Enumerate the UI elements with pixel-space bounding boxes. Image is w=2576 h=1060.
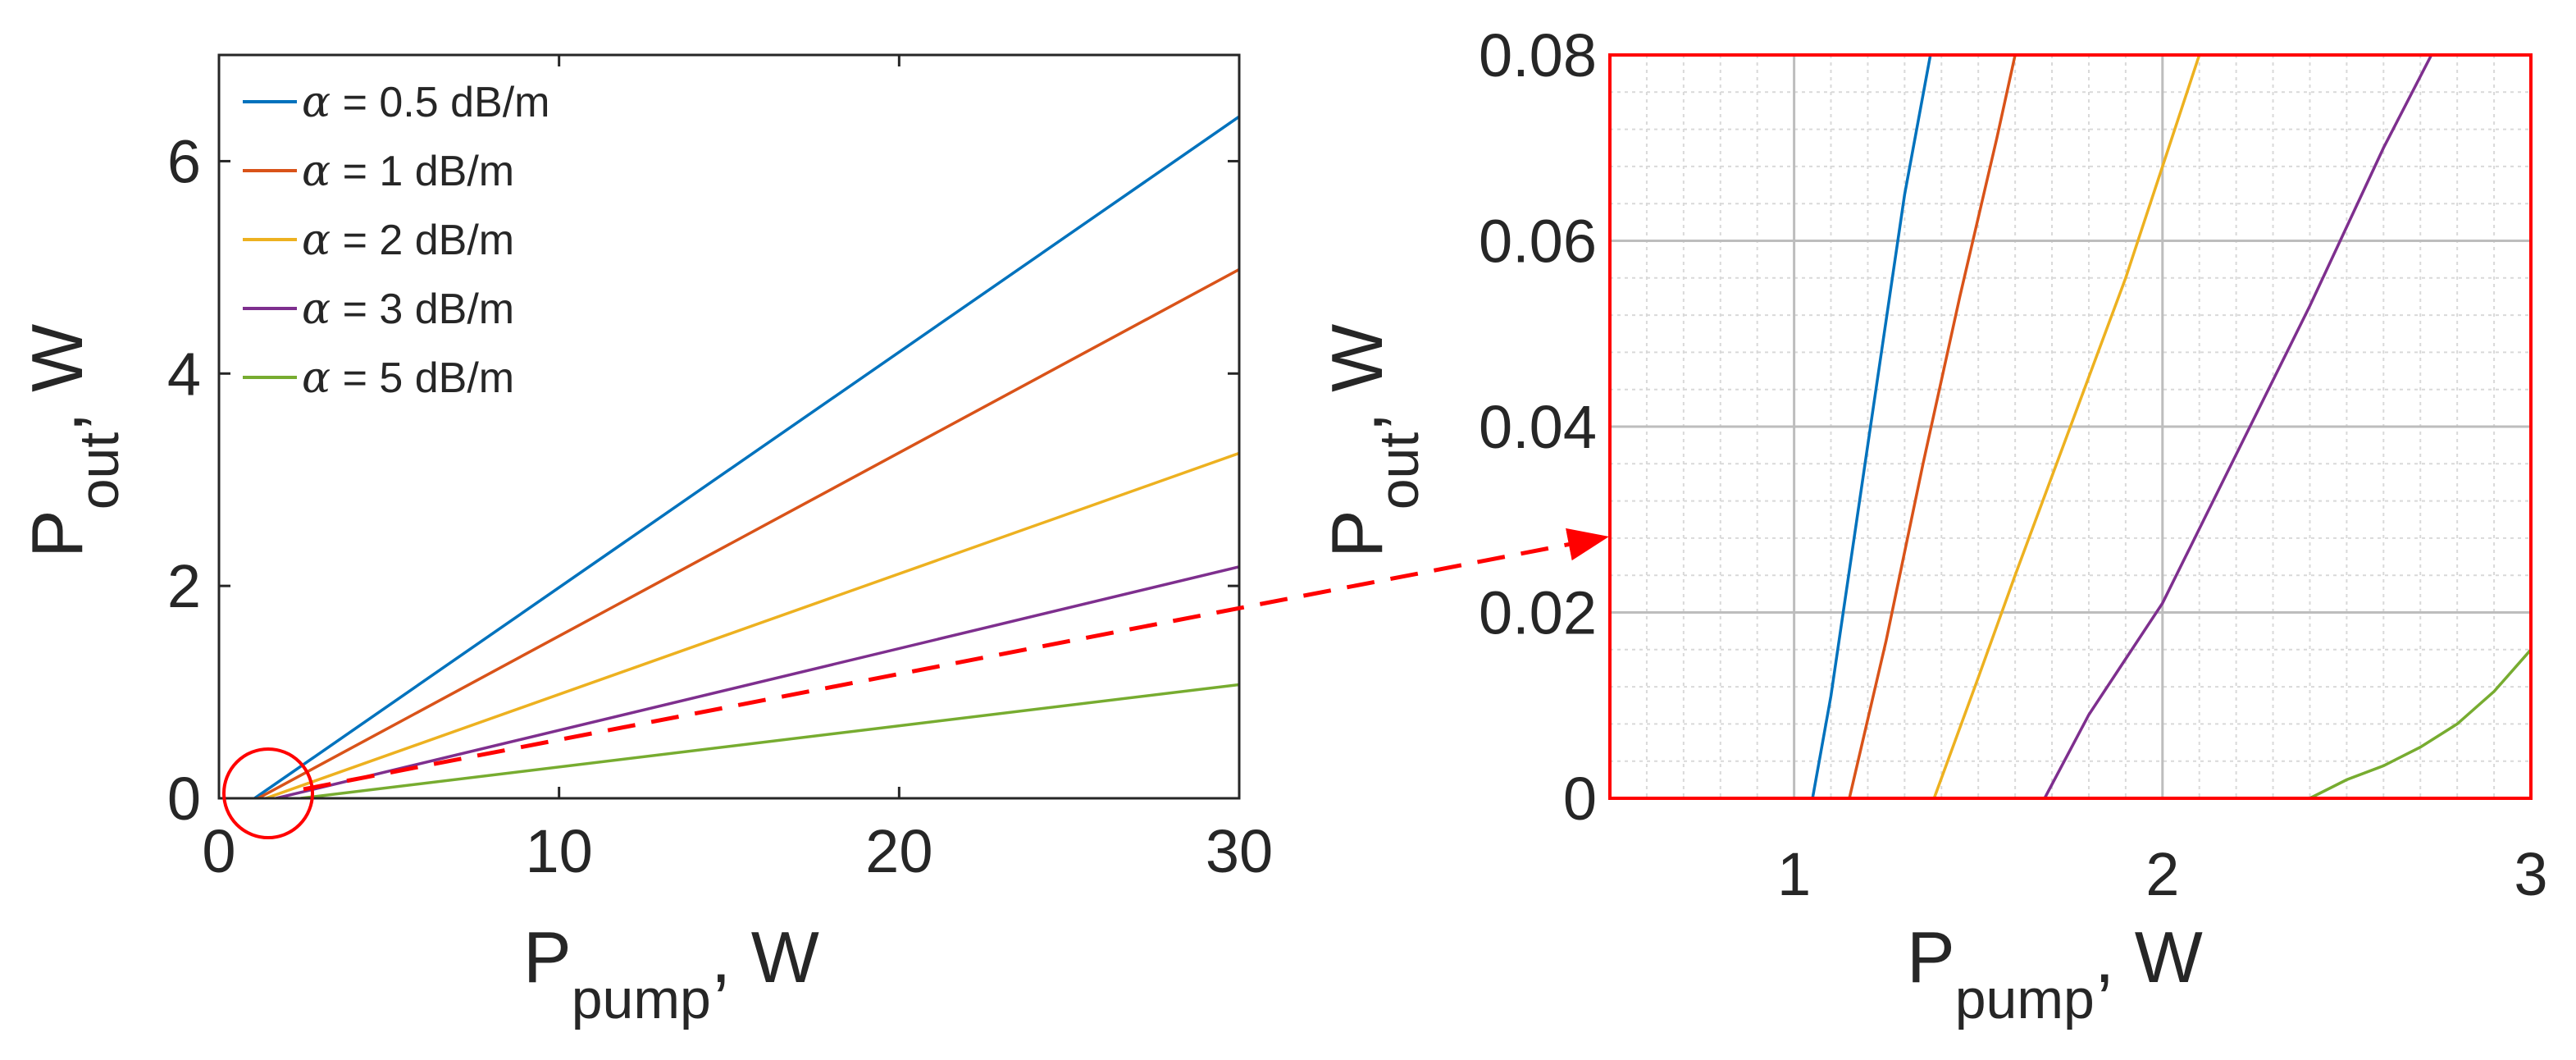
left-x-tick-label: 30 bbox=[1206, 817, 1273, 885]
right-series-0-5-db-m bbox=[1610, 55, 1932, 798]
right-y-ticks: 0 0.02 0.04 0.06 0.08 bbox=[1479, 21, 1597, 833]
left-y-ticks: 0 2 4 6 bbox=[167, 127, 1239, 833]
left-x-axis-label: Ppump, W bbox=[523, 916, 819, 1030]
left-series-5-db-m bbox=[300, 683, 1239, 798]
legend: α = 0.5 dB/m α = 1 dB/m α = 2 dB/m α = 3 dB… bbox=[243, 78, 550, 403]
right-y-tick-label: 0 bbox=[1563, 765, 1597, 833]
right-y-tick-label: 0.02 bbox=[1479, 579, 1597, 647]
left-plot-frame bbox=[217, 53, 1241, 800]
left-series-3-db-m bbox=[276, 565, 1239, 798]
left-y-tick-label: 6 bbox=[167, 127, 201, 195]
left-x-tick-label: 10 bbox=[526, 817, 593, 885]
right-plot-frame bbox=[1608, 53, 2533, 800]
right-y-tick-label: 0.06 bbox=[1479, 208, 1597, 276]
left-series-0-5-db-m bbox=[253, 115, 1239, 798]
left-y-tick-label: 2 bbox=[167, 552, 201, 620]
legend-label: α = 0.5 dB/m bbox=[302, 78, 550, 127]
right-x-axis-label: Ppump, W bbox=[1907, 916, 2203, 1030]
left-chart: 0 10 20 30 0 2 4 6 α = 0.5 dB/m α = 1 dB/m α = 2… bbox=[16, 53, 1273, 1030]
legend-label: α = 1 dB/m bbox=[302, 147, 514, 196]
right-y-tick-label: 0.04 bbox=[1479, 393, 1597, 461]
right-x-tick-label: 1 bbox=[1777, 840, 1811, 908]
right-series-5-db-m bbox=[1610, 648, 2531, 798]
right-x-tick-label: 2 bbox=[2145, 840, 2179, 908]
left-plot-background bbox=[219, 55, 1239, 798]
right-series-lines bbox=[1610, 55, 2531, 798]
right-y-tick-label: 0.08 bbox=[1479, 21, 1597, 89]
right-x-tick-label: 3 bbox=[2514, 840, 2547, 908]
zoom-circle bbox=[222, 747, 314, 839]
right-y-axis-label: Pout, W bbox=[1316, 324, 1430, 558]
right-series-3-db-m bbox=[1610, 55, 2433, 798]
left-y-axis-label: Pout, W bbox=[16, 324, 130, 558]
right-x-ticks: 1 2 3 bbox=[1777, 840, 2548, 908]
left-y-tick-label: 0 bbox=[167, 765, 201, 833]
left-x-ticks: 0 10 20 30 bbox=[202, 55, 1273, 885]
left-series-lines bbox=[253, 115, 1239, 798]
left-x-tick-label: 20 bbox=[865, 817, 932, 885]
left-series-2-db-m bbox=[265, 451, 1239, 798]
left-y-tick-label: 4 bbox=[167, 340, 201, 408]
legend-label: α = 3 dB/m bbox=[302, 285, 514, 334]
right-chart: 1 2 3 0 0.02 0.04 0.06 0.08 Ppump, W Pout, W bbox=[1316, 21, 2548, 1030]
left-series-1-db-m bbox=[257, 267, 1239, 798]
legend-label: α = 2 dB/m bbox=[302, 216, 514, 265]
left-x-tick-label: 0 bbox=[202, 817, 235, 885]
legend-label: α = 5 dB/m bbox=[302, 354, 514, 403]
right-series-1-db-m bbox=[1610, 55, 2017, 798]
right-series-2-db-m bbox=[1610, 55, 2201, 798]
